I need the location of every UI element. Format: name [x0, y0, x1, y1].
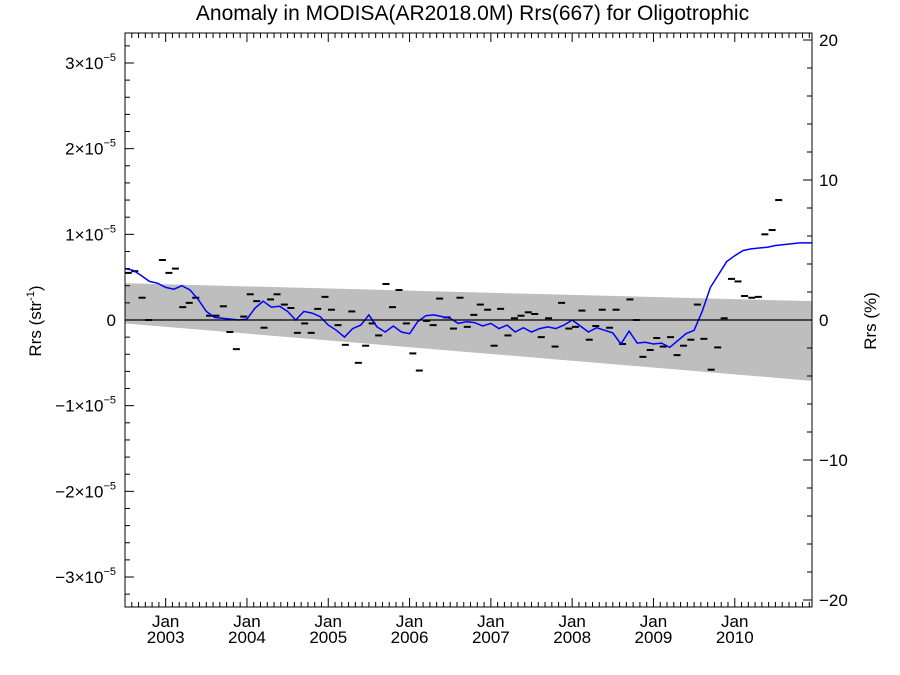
y-tick-label-mantissa: −2×10: [55, 482, 103, 501]
y-axis-left-label-sup: -1: [25, 291, 37, 301]
x-tick-label-month: Jan: [315, 612, 342, 631]
y-tick-label-left: −2×10−5: [55, 480, 116, 501]
y-tick-label-right: −20: [819, 591, 848, 610]
x-tick-label-year: 2008: [553, 628, 591, 647]
x-tick-label-year: 2004: [228, 628, 266, 647]
y-tick-label-mantissa: −3×10: [55, 568, 103, 587]
y-tick-label-mantissa: −1×10: [55, 397, 103, 416]
axes-layer: 3×10−52×10−51×10−50−1×10−5−2×10−5−3×10−5…: [55, 31, 848, 647]
x-tick-label-month: Jan: [396, 612, 423, 631]
y-tick-label-left: 3×10−5: [65, 52, 116, 73]
y-tick-label-left: −1×10−5: [55, 395, 116, 416]
x-tick-label-month: Jan: [152, 612, 179, 631]
y-axis-left-label-main: Rrs (str: [26, 301, 45, 357]
y-tick-label-exponent: −5: [103, 566, 116, 578]
axis-label-layer: Rrs (str-1) Rrs (%): [25, 285, 880, 356]
y-tick-label-left: 1×10−5: [65, 223, 116, 244]
y-axis-left-label-close: ): [26, 285, 45, 291]
y-tick-label-mantissa: 2×10: [65, 140, 103, 159]
y-tick-label-mantissa: 3×10: [65, 54, 103, 73]
y-tick-label-exponent: −5: [103, 52, 116, 64]
x-tick-label-month: Jan: [640, 612, 667, 631]
x-tick-label-year: 2009: [635, 628, 673, 647]
x-tick-label-year: 2003: [147, 628, 185, 647]
x-tick-label-year: 2010: [716, 628, 754, 647]
y-tick-label-exponent: −5: [103, 223, 116, 235]
x-tick-label-month: Jan: [558, 612, 585, 631]
y-tick-label-right: −10: [819, 451, 848, 470]
y-tick-label-right: 20: [819, 31, 838, 50]
y-tick-label-exponent: −5: [103, 138, 116, 150]
y-tick-label-right: 0: [819, 311, 828, 330]
x-tick-label-month: Jan: [721, 612, 748, 631]
x-tick-label-year: 2006: [391, 628, 429, 647]
y-tick-label-exponent: −5: [103, 395, 116, 407]
x-tick-label-year: 2005: [309, 628, 347, 647]
y-tick-label-left: 2×10−5: [65, 138, 116, 159]
y-axis-right-label: Rrs (%): [861, 292, 880, 350]
y-tick-label-left: 0: [107, 311, 116, 330]
y-tick-label-right: 10: [819, 171, 838, 190]
x-tick-label-year: 2007: [472, 628, 510, 647]
y-tick-label-left: −3×10−5: [55, 566, 116, 587]
chart-title: Anomaly in MODISA(AR2018.0M) Rrs(667) fo…: [195, 2, 750, 25]
y-tick-label-exponent: −5: [103, 480, 116, 492]
x-tick-label-month: Jan: [233, 612, 260, 631]
x-tick-label-month: Jan: [477, 612, 504, 631]
y-axis-left-label: Rrs (str-1): [25, 285, 45, 356]
y-tick-label-mantissa: 0: [107, 311, 116, 330]
y-tick-label-mantissa: 1×10: [65, 225, 103, 244]
